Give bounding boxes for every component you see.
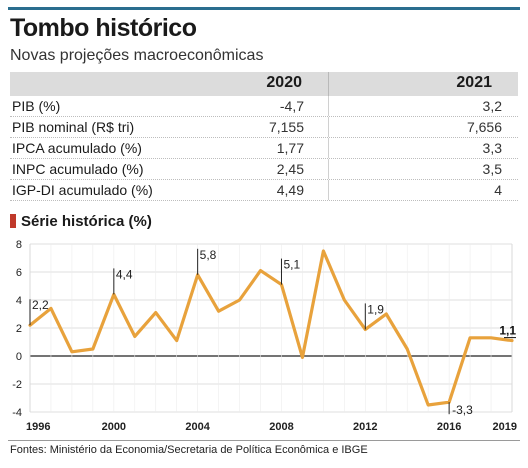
y-tick-label: 2 [16,323,22,335]
value-2021: 7,656 [466,119,502,135]
value-2021: 4 [494,182,502,198]
row-label: IGP-DI acumulado (%) [12,182,153,198]
section-marker [10,214,16,228]
footer-rule [8,440,520,441]
data-label: 5,8 [200,248,217,262]
data-label: 4,4 [116,267,133,281]
value-2020: 2,45 [276,161,304,177]
value-2020: 4,49 [276,182,304,198]
y-tick-label: 6 [16,267,22,279]
column-header-2020: 2020 [266,74,302,91]
data-label: 2,2 [32,298,49,312]
chart-title-text: Série histórica (%) [21,213,152,230]
source-note: Fontes: Ministério da Economia/Secretari… [10,444,368,456]
data-label: 1,9 [367,302,384,316]
x-tick-label: 2019 [493,421,517,433]
top-rule [8,7,520,10]
column-divider [328,117,329,137]
y-tick-label: -4 [12,407,22,419]
table-row: IPCA acumulado (%) 1,77 3,3 [10,138,518,159]
value-2021: 3,5 [482,161,502,177]
x-tick-label: 2004 [185,421,210,433]
column-divider [328,159,329,179]
table-header: 2020 2021 [10,72,518,96]
table-row: INPC acumulado (%) 2,45 3,5 [10,159,518,180]
row-label: PIB (%) [12,98,61,114]
row-label: IPCA acumulado (%) [12,140,142,156]
value-2020: 1,77 [276,140,304,156]
y-tick-label: 0 [16,351,22,363]
value-2020: -4,7 [279,98,304,114]
data-label: 1,1 [499,324,516,338]
series-line [28,249,514,407]
column-divider [328,180,329,200]
projections-table: 2020 2021 PIB (%) -4,7 3,2 PIB nominal (… [10,72,518,201]
value-2021: 3,2 [482,98,502,114]
gdp-line-chart: 8 6 4 2 0 -2 -4 1996 2000 2004 2008 2012 2016 2019 2,2… [0,234,528,436]
chart-title: Série histórica (%) [10,213,152,231]
column-divider [328,72,329,96]
table-row: PIB (%) -4,7 3,2 [10,96,518,117]
x-tick-label: 2012 [353,421,377,433]
x-tick-label: 1996 [26,421,50,433]
y-tick-label: 8 [16,239,22,251]
data-label: -3,3 [452,403,473,417]
page-subtitle: Novas projeções macroeconômicas [10,47,264,64]
data-label: 5,1 [283,258,300,272]
table-row: PIB nominal (R$ tri) 7,155 7,656 [10,117,518,138]
row-label: PIB nominal (R$ tri) [12,119,135,135]
value-2021: 3,3 [482,140,502,156]
page-title: Tombo histórico [10,14,197,42]
x-tick-label: 2008 [269,421,293,433]
y-tick-label: 4 [16,295,22,307]
value-2020: 7,155 [268,119,304,135]
x-tick-label: 2000 [102,421,126,433]
row-label: INPC acumulado (%) [12,161,144,177]
column-divider [328,138,329,158]
column-divider [328,96,329,116]
column-header-2021: 2021 [456,74,492,91]
x-tick-label: 2016 [437,421,461,433]
table-row: IGP-DI acumulado (%) 4,49 4 [10,180,518,201]
y-tick-label: -2 [12,379,22,391]
